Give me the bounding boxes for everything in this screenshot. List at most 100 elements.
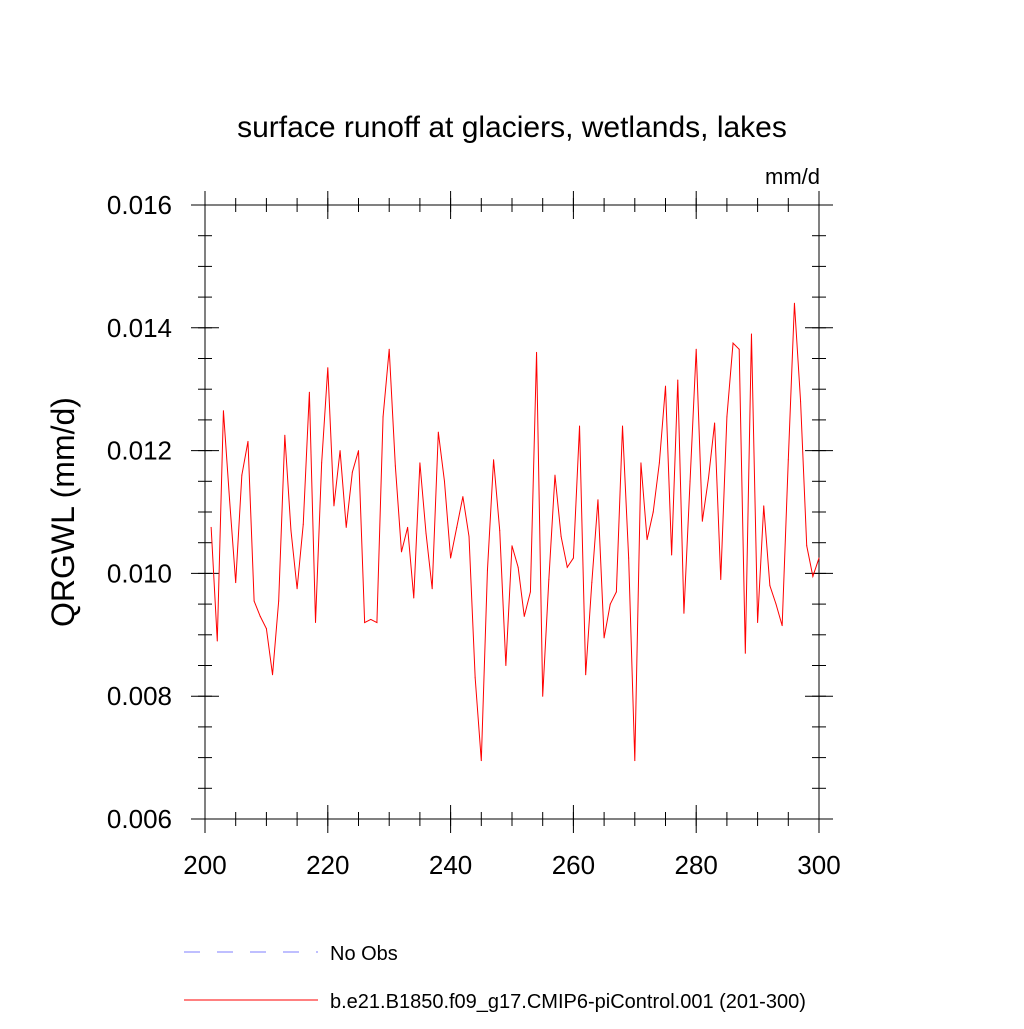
- data-point: [658, 462, 660, 464]
- data-point: [554, 474, 556, 476]
- data-point: [597, 499, 599, 501]
- data-point: [394, 465, 396, 467]
- data-point: [499, 529, 501, 531]
- data-point: [591, 582, 593, 584]
- data-point: [302, 523, 304, 525]
- x-tick-label: 200: [183, 850, 226, 880]
- data-point: [701, 520, 703, 522]
- data-point: [609, 603, 611, 605]
- data-point: [812, 575, 814, 577]
- data-point: [327, 367, 329, 369]
- data-point: [339, 450, 341, 452]
- data-point: [646, 539, 648, 541]
- data-point: [210, 526, 212, 528]
- data-point: [806, 545, 808, 547]
- data-point: [296, 588, 298, 590]
- data-point: [695, 348, 697, 350]
- data-point: [775, 603, 777, 605]
- data-point: [333, 505, 335, 507]
- data-point: [720, 579, 722, 581]
- data-point: [493, 459, 495, 461]
- data-point: [450, 557, 452, 559]
- data-point: [407, 526, 409, 528]
- data-point: [542, 695, 544, 697]
- data-point: [634, 760, 636, 762]
- data-point: [640, 462, 642, 464]
- data-point: [677, 379, 679, 381]
- data-point: [284, 434, 286, 436]
- data-point: [222, 410, 224, 412]
- data-point: [628, 557, 630, 559]
- data-point: [683, 612, 685, 614]
- data-point: [505, 665, 507, 666]
- chart-title: surface runoff at glaciers, wetlands, la…: [237, 111, 787, 144]
- x-tick-label: 260: [552, 850, 595, 880]
- data-point: [265, 628, 267, 630]
- data-point: [443, 480, 445, 482]
- series-layer: [210, 302, 820, 762]
- data-point: [345, 526, 347, 528]
- data-point: [462, 496, 464, 498]
- data-point: [793, 302, 795, 304]
- data-point: [272, 674, 274, 676]
- data-point: [579, 425, 581, 427]
- data-point: [665, 385, 666, 387]
- data-point: [615, 591, 617, 593]
- x-tick-label: 220: [306, 850, 349, 880]
- data-point: [787, 459, 789, 461]
- data-point: [315, 622, 317, 624]
- tick-labels: 200 220 240 260 280 300 0.006 0.008 0.010 0.012 0.…: [107, 190, 841, 880]
- data-point: [714, 422, 716, 424]
- x-tick-label: 300: [797, 850, 840, 880]
- legend-label: b.e21.B1850.f09_g17.CMIP6-piControl.001 …: [330, 991, 806, 1013]
- major-ticks: [191, 191, 833, 833]
- data-point: [308, 391, 310, 393]
- data-point: [480, 760, 482, 762]
- data-point: [388, 348, 390, 350]
- series-line: [210, 303, 820, 761]
- data-point: [763, 505, 765, 507]
- y-axis-label: QRGWL (mm/d): [45, 397, 81, 627]
- y-tick-label: 0.010: [107, 558, 172, 588]
- data-point: [376, 622, 378, 624]
- data-point: [757, 622, 759, 624]
- data-point: [523, 615, 525, 617]
- data-point: [707, 477, 709, 479]
- data-point: [259, 615, 261, 617]
- data-point: [529, 591, 531, 593]
- data-point: [431, 588, 433, 590]
- data-point: [671, 554, 673, 556]
- y-tick-label: 0.014: [107, 313, 172, 343]
- data-point: [511, 545, 513, 547]
- data-point: [548, 579, 550, 581]
- data-point: [622, 425, 624, 427]
- legend-label: No Obs: [330, 943, 398, 965]
- data-point: [419, 462, 421, 464]
- data-point: [400, 551, 402, 553]
- data-point: [560, 536, 562, 538]
- data-point: [769, 585, 771, 587]
- x-tick-label: 240: [429, 850, 472, 880]
- units-label: mm/d: [765, 164, 820, 189]
- data-point: [486, 569, 488, 571]
- data-point: [572, 557, 574, 559]
- data-point: [321, 462, 323, 464]
- data-point: [781, 625, 783, 627]
- data-point: [456, 526, 458, 528]
- data-point: [800, 400, 802, 402]
- data-point: [290, 529, 292, 531]
- data-point: [241, 474, 243, 476]
- data-point: [732, 342, 734, 344]
- data-point: [689, 480, 691, 482]
- plot-frame: [204, 204, 820, 820]
- y-tick-label: 0.012: [107, 436, 172, 466]
- x-tick-label: 280: [675, 850, 718, 880]
- data-point: [425, 532, 427, 534]
- data-point: [413, 597, 415, 599]
- data-point: [382, 416, 384, 418]
- data-point: [738, 348, 740, 350]
- data-point: [517, 566, 519, 568]
- y-tick-label: 0.008: [107, 681, 172, 711]
- data-point: [235, 582, 237, 584]
